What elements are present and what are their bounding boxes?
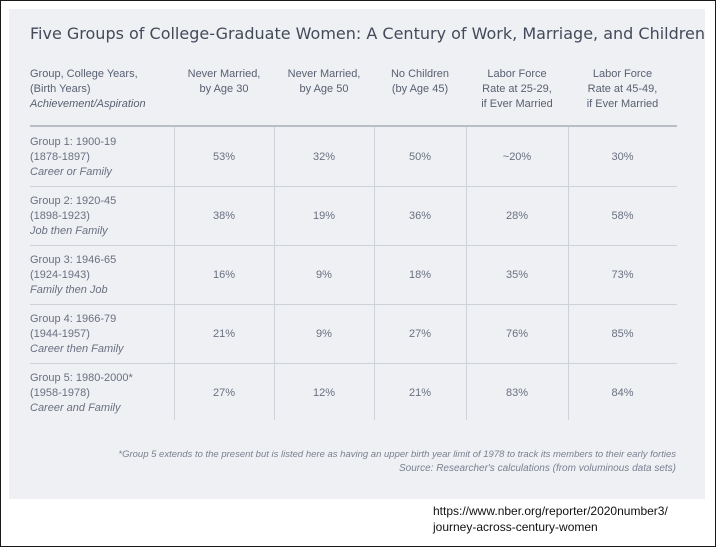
group-cell: Group 4: 1966-79 (1944-1957) Career then… [30,312,124,357]
table-row: Group 3: 1946-65 (1924-1943) Family then… [30,246,677,305]
footnote: *Group 5 extends to the present but is l… [118,449,676,460]
lfp-45-49-value: 85% [611,328,634,340]
birth-years: (1898-1923) [30,210,90,222]
table-row: Group 1: 1900-19 (1878-1897) Career or F… [30,128,677,187]
table-row: Group 4: 1966-79 (1944-1957) Career then… [30,305,677,364]
never-married-50-value: 9% [316,328,332,340]
group-cell: Group 3: 1946-65 (1924-1943) Family then… [30,253,116,298]
table-title: Five Groups of College-Graduate Women: A… [30,24,705,43]
never-married-30-value: 53% [212,151,236,163]
source-url-line1[interactable]: https://www.nber.org/reporter/2020number… [433,504,668,518]
group-name: Group 3: 1946-65 [30,254,117,266]
no-children-value: 36% [408,210,432,222]
no-children-value: 50% [408,151,432,163]
lfp-25-29-value: ~20% [502,151,532,163]
aspiration: Career then Family [30,343,124,355]
header-lfp-25-29: Labor Force Rate at 25-29, if Ever Marri… [466,67,568,112]
header-never-married-30-line1: Never Married, [187,68,261,80]
header-lfp-45-49: Labor Force Rate at 45-49, if Ever Marri… [568,67,677,112]
birth-years: (1958-1978) [30,387,90,399]
column-divider [274,127,275,420]
lfp-45-49-value: 30% [611,151,634,163]
header-lfp-25-29-line2: Rate at 25-29, [482,83,552,95]
header-group-line2: (Birth Years) [30,83,91,95]
aspiration: Career or Family [30,166,112,178]
no-children-value: 18% [408,269,432,281]
column-divider [374,127,375,420]
group-name: Group 4: 1966-79 [30,313,117,325]
aspiration: Job then Family [30,225,108,237]
header-lfp-45-49-line2: Rate at 45-49, [587,83,658,95]
header-group-line1: Group, College Years, [30,68,138,80]
header-no-children-line2: (by Age 45) [391,83,449,95]
group-cell: Group 5: 1980-2000* (1958-1978) Career a… [30,371,133,416]
header-lfp-25-29-line3: if Ever Married [481,98,553,110]
group-name: Group 1: 1900-19 [30,136,117,148]
header-lfp-45-49-line1: Labor Force [592,68,653,80]
no-children-value: 21% [408,387,432,399]
lfp-25-29-value: 83% [505,387,529,399]
lfp-25-29-value: 76% [505,328,529,340]
header-lfp-25-29-line1: Labor Force [487,68,547,80]
birth-years: (1924-1943) [30,269,90,281]
never-married-50-value: 32% [312,151,336,163]
never-married-30-value: 38% [212,210,236,222]
birth-years: (1944-1957) [30,328,90,340]
group-name: Group 2: 1920-45 [30,195,117,207]
lfp-45-49-value: 84% [611,387,634,399]
table-row: Group 2: 1920-45 (1898-1923) Job then Fa… [30,187,677,246]
header-no-children: No Children (by Age 45) [374,67,466,97]
header-never-married-50-line1: Never Married, [287,68,361,80]
source-url-line2[interactable]: journey-across-century-women [433,520,598,534]
header-lfp-45-49-line3: if Ever Married [586,98,659,110]
column-divider [174,127,175,420]
never-married-50-value: 9% [316,269,332,281]
aspiration: Family then Job [30,284,108,296]
header-group-line3: Achievement/Aspiration [30,98,146,110]
table-panel [9,9,705,499]
lfp-45-49-value: 58% [611,210,634,222]
no-children-value: 27% [408,328,432,340]
column-divider [568,127,569,420]
group-name: Group 5: 1980-2000* [30,372,133,384]
header-no-children-line1: No Children [390,68,450,80]
header-group: Group, College Years, (Birth Years) Achi… [30,67,170,112]
header-never-married-30-line2: by Age 30 [199,83,249,95]
source-note: Source: Researcher's calculations (from … [398,463,676,474]
source-url[interactable]: https://www.nber.org/reporter/2020number… [433,503,668,535]
table-row: Group 5: 1980-2000* (1958-1978) Career a… [30,364,677,422]
lfp-25-29-value: 35% [505,269,529,281]
lfp-45-49-value: 73% [611,269,634,281]
column-divider [466,127,467,420]
group-cell: Group 2: 1920-45 (1898-1923) Job then Fa… [30,194,116,239]
table-header: Group, College Years, (Birth Years) Achi… [30,67,677,127]
never-married-50-value: 12% [312,387,336,399]
header-never-married-30: Never Married, by Age 30 [174,67,274,97]
never-married-50-value: 19% [312,210,336,222]
header-never-married-50: Never Married, by Age 50 [274,67,374,97]
group-cell: Group 1: 1900-19 (1878-1897) Career or F… [30,135,116,180]
lfp-25-29-value: 28% [505,210,529,222]
never-married-30-value: 27% [212,387,236,399]
birth-years: (1878-1897) [30,151,90,163]
aspiration: Career and Family [30,402,121,414]
header-never-married-50-line2: by Age 50 [299,83,349,95]
never-married-30-value: 16% [212,269,236,281]
never-married-30-value: 21% [212,328,236,340]
